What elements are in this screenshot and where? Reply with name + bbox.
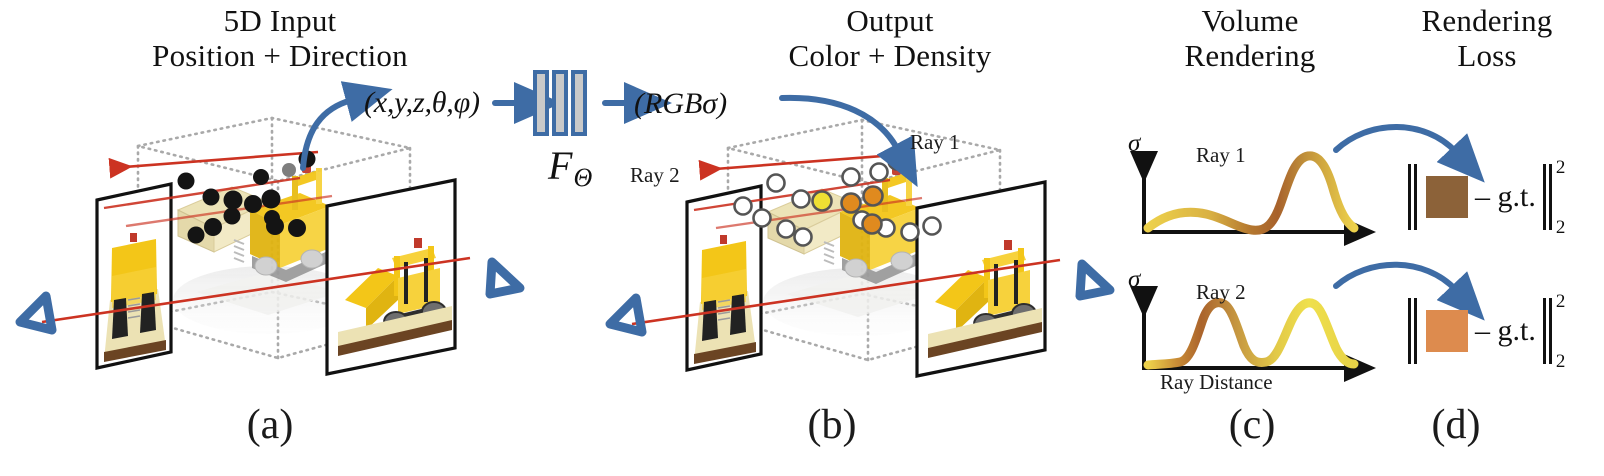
- norm-bar-left-2: [1408, 298, 1417, 364]
- loss-term-ray-1: – g.t. 2 2: [1408, 157, 1570, 238]
- mlp-layer-3: [571, 70, 587, 136]
- norm-order-2: 2: [1555, 351, 1566, 372]
- heading-volume-rendering-line1: Volume: [1201, 3, 1299, 38]
- lego-bulldozer-a: [173, 162, 363, 334]
- heading-rendering-loss-line2: Loss: [1457, 37, 1517, 73]
- ray1-axes: [1130, 151, 1376, 246]
- panel-label-c: (c): [1228, 402, 1276, 448]
- camera-left-b: [605, 293, 647, 337]
- norm-power-1: 2: [1555, 157, 1566, 178]
- norm-bar-left-1: [1408, 164, 1417, 230]
- heading-rendering-loss-line1: Rendering: [1421, 3, 1553, 38]
- sample-points-b: [733, 151, 942, 247]
- ray-lines-a: [41, 150, 471, 324]
- sample-points-a: [177, 150, 316, 244]
- camera-left-a: [15, 291, 57, 335]
- minus-ground-truth-1: – g.t.: [1475, 180, 1536, 213]
- ray1-y-axis-label: σ: [1128, 130, 1141, 157]
- rendered-color-ray-1: [1426, 176, 1468, 218]
- ray2-plot-title: Ray 2: [1196, 280, 1246, 304]
- panel-label-d: (d): [1431, 402, 1481, 448]
- sample-yellow: [811, 190, 833, 212]
- ray1-plot-title: Ray 1: [1196, 143, 1246, 167]
- image-plane-left-b: [685, 184, 763, 372]
- ray-distance-x-axis-label: Ray Distance: [1160, 370, 1273, 394]
- panel-label-a: (a): [246, 402, 294, 448]
- arrow-output-to-scene: [779, 94, 918, 188]
- loss-term-ray-2: – g.t. 2 2: [1408, 291, 1570, 372]
- bounding-box-a: [136, 116, 412, 360]
- mlp-layer-2: [552, 70, 568, 136]
- ray-1-label-b: Ray 1: [910, 130, 960, 154]
- mlp-layer-1: [533, 70, 549, 136]
- ray2-y-axis-label: σ: [1128, 266, 1141, 293]
- network-label: FΘ: [548, 143, 593, 193]
- heading-output-line1: Output: [846, 3, 934, 38]
- arrow-ray2-to-loss: [1333, 261, 1485, 321]
- norm-power-2: 2: [1555, 291, 1566, 312]
- lego-bulldozer-b: [763, 164, 953, 336]
- arrow-ray1-to-loss: [1333, 124, 1485, 183]
- image-plane-right-b: [915, 180, 1047, 378]
- sample-orange-2: [862, 185, 884, 207]
- norm-bar-right-2: [1542, 298, 1552, 364]
- heading-rendering-loss: Rendering Loss: [1370, 3, 1604, 73]
- arrow-samples-to-input: [300, 81, 393, 171]
- norm-bar-right-1: [1542, 164, 1552, 230]
- sample-orange-1: [840, 192, 862, 214]
- heading-volume-rendering: Volume Rendering: [1120, 3, 1380, 73]
- ray2-density-curve: [1143, 298, 1359, 370]
- image-plane-left-a: [95, 182, 173, 370]
- minus-ground-truth-2: – g.t.: [1475, 314, 1536, 347]
- panel-label-b: (b): [807, 402, 857, 448]
- heading-5d-input-line2: Position + Direction: [152, 37, 408, 73]
- norm-exponents-1: 2 2: [1554, 157, 1570, 238]
- camera-right-b: [1075, 259, 1115, 301]
- output-vector-label: (RGBσ): [634, 87, 728, 120]
- heading-5d-input-line1: 5D Input: [223, 3, 337, 38]
- bounding-box-b: [726, 118, 1002, 362]
- heading-output: Output Color + Density: [650, 3, 1130, 73]
- ray-2-label-b: Ray 2: [630, 163, 680, 187]
- sample-orange-3: [861, 213, 883, 235]
- ray-lines-b: [631, 152, 1061, 326]
- norm-exponents-2: 2 2: [1554, 291, 1570, 372]
- heading-volume-rendering-line2: Rendering: [1184, 37, 1316, 73]
- norm-order-1: 2: [1555, 217, 1566, 238]
- input-vector-label: (x,y,z,θ,φ): [364, 86, 480, 119]
- ray2-axes: [1130, 286, 1376, 382]
- mlp-network[interactable]: [533, 70, 587, 136]
- network-subscript: Θ: [573, 163, 593, 193]
- heading-output-line2: Color + Density: [788, 37, 992, 73]
- rendered-color-ray-2: [1426, 310, 1468, 352]
- image-plane-right-a: [325, 178, 457, 376]
- camera-right-a: [485, 257, 525, 299]
- heading-5d-input: 5D Input Position + Direction: [40, 3, 520, 73]
- ray1-density-curve: [1143, 151, 1359, 235]
